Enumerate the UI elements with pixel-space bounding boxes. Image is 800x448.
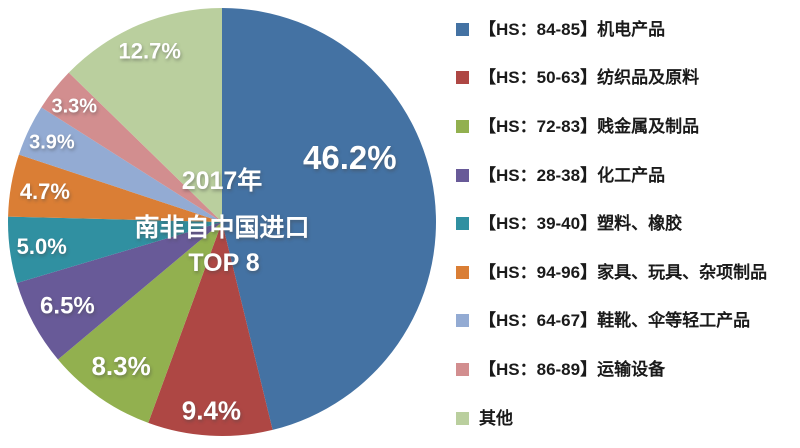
legend-item-2: 【HS：72-83】贱金属及制品 — [456, 102, 800, 151]
chart-title-line-2: 南非自中国进口 — [134, 214, 309, 242]
legend-item-label: 【HS：86-89】运输设备 — [479, 359, 666, 379]
chart-title-line-3: TOP 8 — [188, 249, 259, 277]
pie-slice-3 — [16, 222, 222, 360]
legend-swatch-icon — [456, 168, 469, 182]
legend-swatch-icon — [456, 119, 469, 133]
chart-title-line-1: 2017年 — [182, 166, 263, 195]
legend-swatch-icon — [456, 362, 469, 376]
legend-item-label: 【HS：50-63】纺织品及原料 — [479, 68, 700, 88]
legend-swatch-icon — [456, 217, 469, 231]
legend-item-0: 【HS：84-85】机电产品 — [456, 5, 800, 54]
legend-item-label: 【HS：39-40】塑料、橡胶 — [479, 214, 683, 234]
legend-item-4: 【HS：39-40】塑料、橡胶 — [456, 199, 800, 248]
pie-slice-label-4: 5.0% — [17, 234, 67, 259]
legend-item-label: 【HS：64-67】鞋靴、伞等轻工产品 — [479, 311, 751, 331]
pie-slice-1 — [148, 222, 273, 437]
legend-item-label: 【HS：94-96】家具、玩具、杂项制品 — [479, 262, 768, 282]
legend-item-label: 【HS：84-85】机电产品 — [479, 19, 666, 39]
pie-chart: 46.2% 9.4% 8.3% 6.5% 5.0% 4.7% 3.9% 3.3% 12.7% 2… — [8, 8, 437, 437]
legend-swatch-icon — [456, 22, 469, 36]
pie-slice-label-5: 4.7% — [20, 179, 70, 204]
pie-slice-4 — [8, 216, 222, 283]
legend-swatch-icon — [456, 265, 469, 279]
pie-slice-label-1: 9.4% — [182, 395, 241, 425]
pie-slices-group — [8, 8, 437, 437]
pie-labels-group: 46.2% 9.4% 8.3% 6.5% 5.0% 4.7% 3.9% 3.3% 12.7% — [17, 38, 397, 425]
legend: 【HS：84-85】机电产品【HS：50-63】纺织品及原料 【HS：72-83】… — [456, 5, 800, 442]
legend-item-5: 【HS：94-96】家具、玩具、杂项制品 — [456, 248, 800, 297]
pie-slice-label-8: 12.7% — [119, 38, 181, 63]
pie-slice-label-2: 8.3% — [91, 351, 150, 381]
legend-item-3: 【HS：28-38】化工产品 — [456, 151, 800, 200]
legend-item-8: 其他 — [456, 394, 800, 443]
pie-slice-label-0: 46.2% — [303, 139, 397, 176]
legend-swatch-icon — [456, 314, 469, 328]
pie-slice-2 — [57, 222, 222, 423]
pie-slice-7 — [41, 72, 223, 222]
pie-slice-label-6: 3.9% — [29, 132, 75, 154]
pie-slice-0 — [222, 8, 437, 430]
legend-item-6: 【HS：64-67】鞋靴、伞等轻工产品 — [456, 297, 800, 346]
legend-item-7: 【HS：86-89】运输设备 — [456, 345, 800, 394]
legend-item-label: 其他 — [479, 408, 513, 428]
pie-slice-label-3: 6.5% — [40, 293, 95, 320]
pie-slice-8 — [68, 8, 222, 222]
pie-slice-5 — [8, 154, 222, 222]
pie-slice-label-7: 3.3% — [52, 95, 98, 117]
legend-swatch-icon — [456, 411, 469, 425]
legend-item-label: 【HS：72-83】贱金属及制品 — [479, 116, 700, 136]
legend-item-1: 【HS：50-63】纺织品及原料 — [456, 54, 800, 103]
pie-slice-6 — [18, 107, 222, 222]
legend-swatch-icon — [456, 71, 469, 85]
legend-item-label: 【HS：28-38】化工产品 — [479, 165, 666, 185]
